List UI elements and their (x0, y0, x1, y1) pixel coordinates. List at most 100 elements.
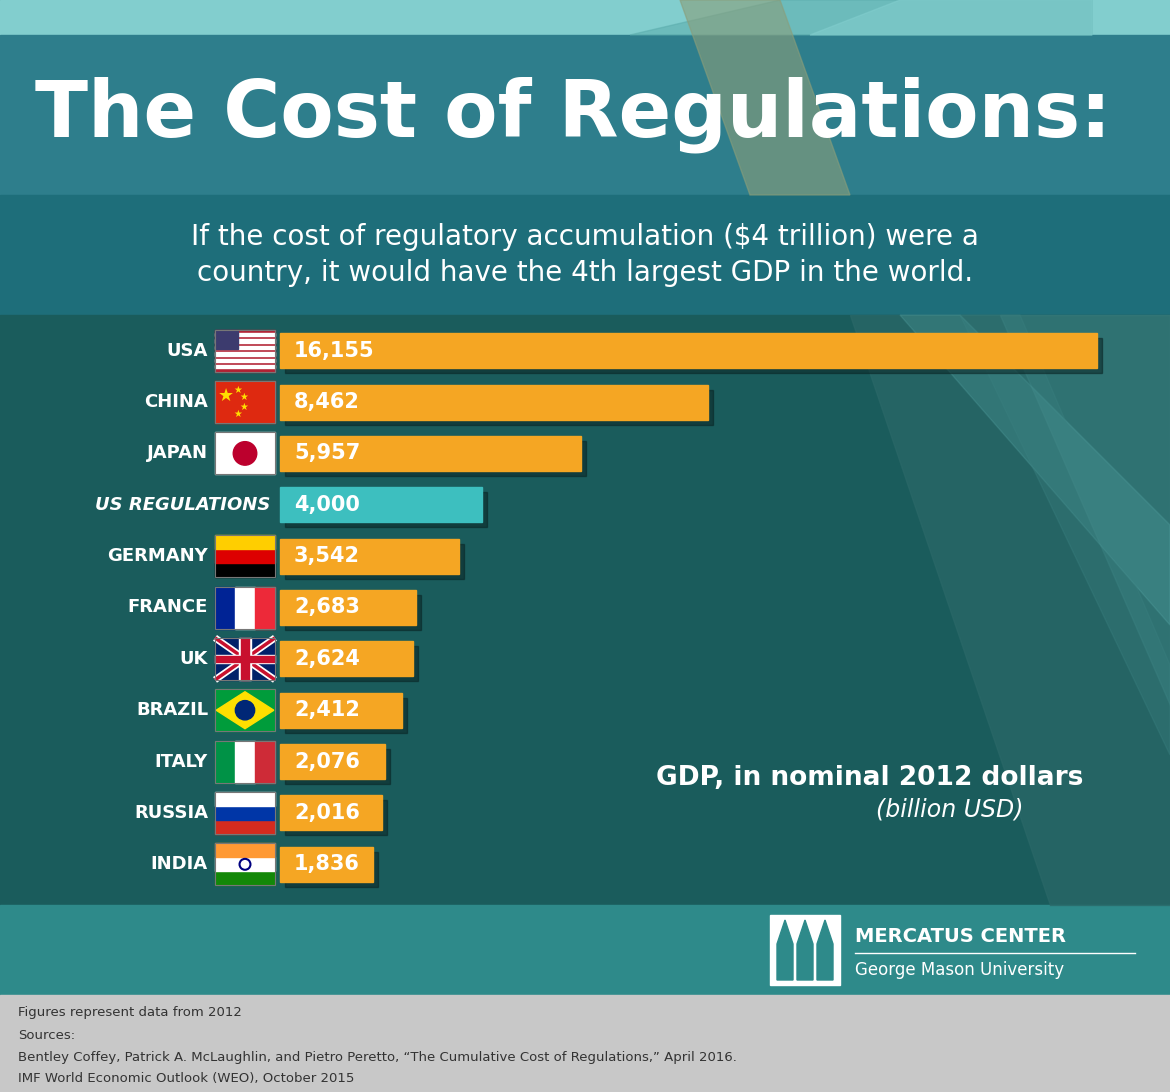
Bar (235, 740, 255, 783)
Bar (215, 586, 235, 629)
Polygon shape (900, 314, 1170, 625)
Bar (235, 586, 255, 629)
Bar (0, 35, 1170, 195)
Text: 2,624: 2,624 (294, 649, 360, 669)
Text: 5,957: 5,957 (294, 443, 360, 463)
Bar (0, 995, 1170, 1092)
Text: ★: ★ (234, 408, 242, 419)
Polygon shape (961, 314, 1170, 755)
Bar (285, 646, 418, 681)
Bar (215, 792, 275, 806)
Bar (215, 563, 275, 578)
Text: (billion USD): (billion USD) (876, 798, 1024, 822)
Polygon shape (797, 919, 813, 980)
Bar (285, 390, 713, 425)
Text: country, it would have the 4th largest GDP in the world.: country, it would have the 4th largest G… (197, 259, 973, 287)
Bar (280, 795, 381, 830)
Polygon shape (629, 0, 1092, 35)
Bar (0, 905, 1170, 995)
Text: UK: UK (180, 650, 208, 668)
Text: 16,155: 16,155 (294, 341, 374, 360)
Text: If the cost of regulatory accumulation ($4 trillion) were a: If the cost of regulatory accumulation (… (191, 223, 979, 251)
Bar (280, 590, 415, 625)
Text: RUSSIA: RUSSIA (135, 804, 208, 822)
Bar (215, 353, 275, 356)
Bar (215, 740, 275, 783)
Text: 4,000: 4,000 (294, 495, 360, 514)
Bar (215, 843, 275, 886)
Polygon shape (817, 919, 833, 980)
Bar (0, 314, 1170, 905)
Bar (280, 744, 385, 779)
Bar (280, 641, 413, 676)
Bar (215, 359, 275, 361)
Bar (280, 333, 1097, 368)
Text: ITALY: ITALY (154, 752, 208, 771)
Bar (215, 689, 275, 732)
Bar (255, 740, 275, 783)
Text: ★: ★ (240, 392, 248, 402)
Text: US REGULATIONS: US REGULATIONS (95, 496, 270, 513)
Bar (215, 381, 275, 423)
Text: Figures represent data from 2012: Figures represent data from 2012 (18, 1006, 242, 1019)
Polygon shape (777, 919, 793, 980)
Text: INDIA: INDIA (151, 855, 208, 874)
Bar (239, 638, 252, 680)
Bar (215, 857, 275, 871)
Text: IMF World Economic Outlook (WEO), October 2015: IMF World Economic Outlook (WEO), Octobe… (18, 1072, 355, 1085)
Bar (285, 852, 378, 887)
Bar (215, 655, 275, 663)
Text: 2,016: 2,016 (294, 803, 360, 823)
Bar (215, 806, 275, 820)
Bar (215, 549, 275, 563)
Text: 2,076: 2,076 (294, 751, 360, 772)
Text: MERCATUS CENTER: MERCATUS CENTER (855, 927, 1066, 946)
Bar (285, 544, 464, 579)
Bar (215, 871, 275, 886)
Bar (215, 638, 275, 680)
Text: 1,836: 1,836 (294, 854, 360, 875)
Text: USA: USA (166, 342, 208, 359)
Text: ★: ★ (234, 385, 242, 395)
Bar (215, 333, 275, 336)
Bar (215, 381, 275, 423)
Text: ★: ★ (218, 387, 234, 405)
Polygon shape (216, 691, 274, 728)
Bar (215, 689, 275, 732)
Bar (215, 535, 275, 578)
Text: ★: ★ (240, 402, 248, 412)
Text: The Cost of Regulations:: The Cost of Regulations: (35, 76, 1111, 153)
Bar (215, 535, 275, 549)
Polygon shape (849, 314, 1170, 905)
Text: Bentley Coffey, Patrick A. McLaughlin, and Pietro Peretto, “The Cumulative Cost : Bentley Coffey, Patrick A. McLaughlin, a… (18, 1051, 737, 1064)
Bar (285, 749, 390, 784)
Text: 2,412: 2,412 (294, 700, 360, 721)
Bar (280, 538, 459, 573)
Bar (285, 800, 387, 835)
Bar (215, 586, 275, 629)
Text: BRAZIL: BRAZIL (136, 701, 208, 720)
Text: GERMANY: GERMANY (108, 547, 208, 566)
Bar (215, 330, 275, 371)
Bar (215, 432, 275, 474)
Bar (285, 441, 586, 476)
Circle shape (233, 441, 256, 465)
Bar (215, 432, 275, 474)
Circle shape (235, 701, 255, 720)
Text: 2,683: 2,683 (294, 597, 360, 617)
Text: FRANCE: FRANCE (128, 598, 208, 617)
Bar (215, 740, 235, 783)
Bar (285, 492, 488, 527)
Bar (215, 792, 275, 834)
Text: George Mason University: George Mason University (855, 961, 1065, 978)
Bar (285, 339, 1102, 373)
Polygon shape (1000, 314, 1170, 705)
Bar (280, 847, 373, 881)
Bar (280, 487, 482, 522)
Polygon shape (810, 0, 1092, 35)
Bar (215, 330, 238, 349)
Text: JAPAN: JAPAN (147, 444, 208, 462)
Bar (215, 330, 275, 371)
Text: GDP, in nominal 2012 dollars: GDP, in nominal 2012 dollars (656, 765, 1083, 791)
Bar (215, 843, 275, 857)
